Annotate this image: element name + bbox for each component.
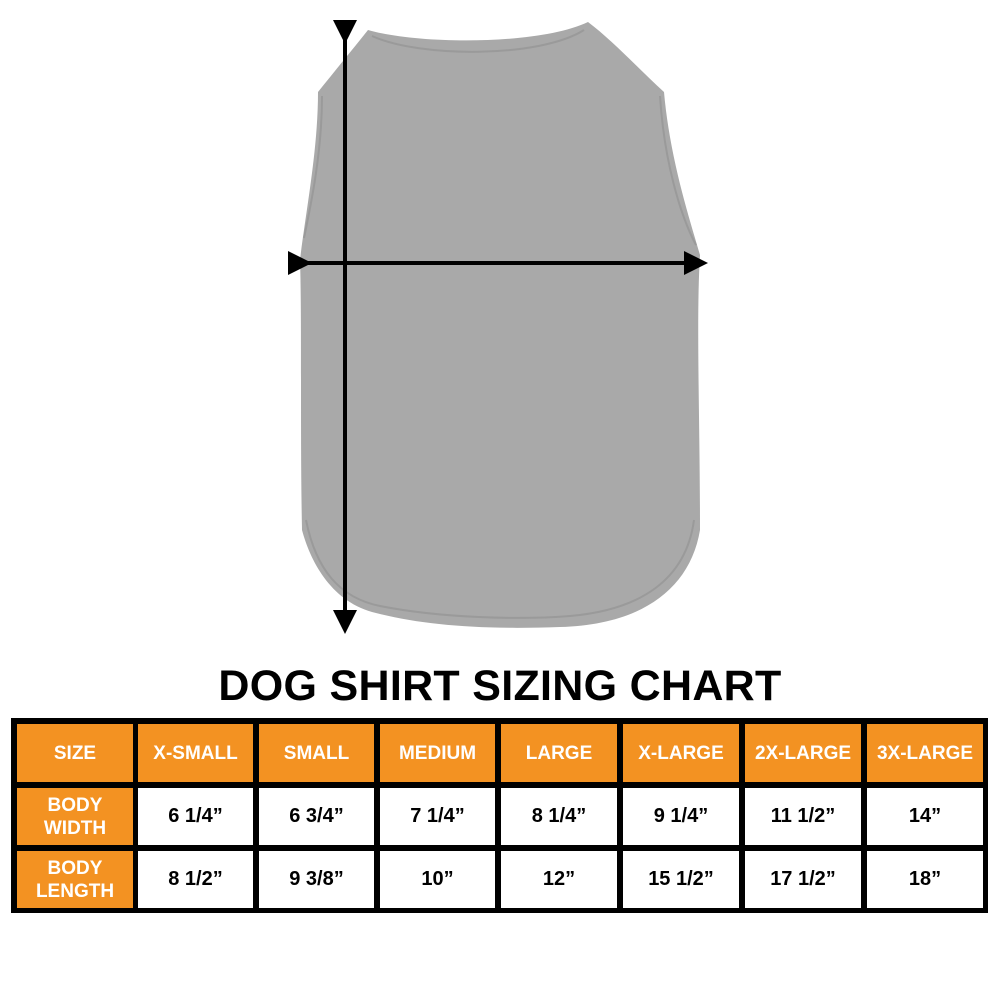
row-label-line: BODY (47, 794, 103, 816)
measurement-cell: 9 3/8” (259, 851, 374, 908)
size-column-header: X-LARGE (623, 724, 739, 782)
row-label-line: LENGTH (35, 880, 115, 902)
size-column-header: X-SMALL (138, 724, 253, 782)
shirt-armhole-right (659, 95, 697, 246)
row-label: BODY WIDTH (17, 788, 133, 845)
sizing-table: SIZE X-SMALL SMALL MEDIUM LARGE X-LARGE 2X-LAR… (11, 718, 988, 913)
measurement-cell: 11 1/2” (745, 788, 861, 845)
row-label-line: BODY (47, 857, 103, 879)
measurement-cell: 7 1/4” (380, 788, 495, 845)
size-column-header: 2X-LARGE (745, 724, 861, 782)
measurement-cell: 6 1/4” (138, 788, 253, 845)
measurement-cell: 15 1/2” (623, 851, 739, 908)
size-column-header: LARGE (501, 724, 617, 782)
measurement-cell: 9 1/4” (623, 788, 739, 845)
size-column-header: SMALL (259, 724, 374, 782)
row-label-line: WIDTH (43, 817, 107, 839)
size-column-header: MEDIUM (380, 724, 495, 782)
measurement-cell: 12” (501, 851, 617, 908)
page-title: DOG SHIRT SIZING CHART (218, 662, 782, 710)
shirt-body (300, 22, 700, 628)
measurement-cell: 8 1/4” (501, 788, 617, 845)
measurement-cell: 18” (867, 851, 983, 908)
dog-shirt-illustration (288, 20, 708, 634)
measurement-cell: 14” (867, 788, 983, 845)
shirt-neckline (371, 29, 585, 53)
row-label: BODY LENGTH (17, 851, 133, 908)
measurement-cell: 10” (380, 851, 495, 908)
size-column-header: 3X-LARGE (867, 724, 983, 782)
shirt-armhole-left (303, 95, 323, 239)
measurement-cell: 6 3/4” (259, 788, 374, 845)
size-header: SIZE (17, 724, 133, 782)
measurement-cell: 8 1/2” (138, 851, 253, 908)
measurement-cell: 17 1/2” (745, 851, 861, 908)
